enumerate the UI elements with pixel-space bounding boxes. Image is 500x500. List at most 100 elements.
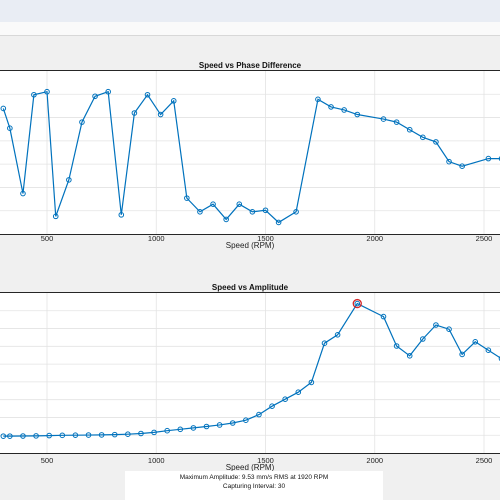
series-line bbox=[3, 302, 500, 437]
capturing-interval-text: Capturing Interval: 30 bbox=[222, 483, 286, 490]
data-point[interactable] bbox=[269, 403, 275, 409]
data-point[interactable] bbox=[190, 425, 197, 431]
data-point[interactable] bbox=[293, 209, 299, 215]
data-point[interactable] bbox=[243, 417, 249, 423]
data-point[interactable] bbox=[354, 300, 361, 307]
data-point[interactable] bbox=[485, 347, 492, 354]
data-point[interactable] bbox=[406, 126, 413, 133]
x-tick-label: 500 bbox=[40, 234, 54, 243]
data-point[interactable] bbox=[275, 219, 282, 226]
figure-toolbar-strip bbox=[0, 35, 500, 63]
data-point[interactable] bbox=[131, 110, 138, 116]
x-tick-label: 2500 bbox=[475, 234, 493, 243]
data-point[interactable] bbox=[118, 212, 125, 218]
data-point[interactable] bbox=[433, 322, 439, 328]
data-point[interactable] bbox=[420, 134, 426, 141]
data-point[interactable] bbox=[184, 195, 190, 201]
data-point[interactable] bbox=[393, 343, 400, 349]
data-point[interactable] bbox=[164, 427, 170, 434]
data-point[interactable] bbox=[229, 420, 236, 426]
x-tick-label: 2000 bbox=[366, 234, 384, 243]
data-point[interactable] bbox=[315, 96, 321, 103]
data-point[interactable] bbox=[144, 91, 151, 98]
phase-x-label: Speed (RPM) bbox=[225, 241, 275, 250]
data-point[interactable] bbox=[498, 356, 500, 361]
data-point[interactable] bbox=[446, 326, 452, 333]
x-tick-label: 1500 bbox=[257, 234, 274, 243]
data-point[interactable] bbox=[7, 433, 13, 439]
data-point[interactable] bbox=[33, 433, 39, 439]
data-point[interactable] bbox=[459, 163, 465, 169]
x-tick-label: 1000 bbox=[147, 456, 165, 465]
data-point[interactable] bbox=[210, 201, 216, 207]
data-point[interactable] bbox=[79, 119, 85, 125]
x-tick-label: 1000 bbox=[147, 234, 165, 243]
data-point[interactable] bbox=[157, 111, 164, 118]
data-point[interactable] bbox=[459, 351, 465, 358]
amplitude-chart-area[interactable] bbox=[0, 292, 500, 454]
data-point[interactable] bbox=[170, 98, 177, 104]
data-point[interactable] bbox=[216, 422, 223, 428]
data-point[interactable] bbox=[262, 207, 269, 214]
x-tick-label: 1500 bbox=[257, 456, 274, 465]
data-point[interactable] bbox=[420, 336, 426, 342]
data-point[interactable] bbox=[341, 107, 347, 113]
phase-chart-area[interactable] bbox=[0, 70, 500, 235]
data-point[interactable] bbox=[111, 431, 118, 438]
data-point[interactable] bbox=[177, 426, 184, 433]
amplitude-chart-svg bbox=[0, 293, 500, 453]
data-point[interactable] bbox=[380, 313, 387, 320]
data-point[interactable] bbox=[59, 432, 66, 439]
data-point[interactable] bbox=[44, 88, 50, 95]
data-point[interactable] bbox=[105, 88, 111, 95]
amplitude-x-label: Speed (RPM) bbox=[225, 463, 275, 472]
data-point[interactable] bbox=[46, 432, 52, 439]
data-point[interactable] bbox=[446, 158, 452, 165]
data-point[interactable] bbox=[92, 93, 98, 100]
toolbar bbox=[0, 22, 500, 35]
data-point[interactable] bbox=[433, 139, 439, 145]
data-point[interactable] bbox=[52, 213, 59, 220]
window-title-bar bbox=[0, 0, 500, 23]
data-point[interactable] bbox=[321, 340, 328, 347]
data-point[interactable] bbox=[334, 332, 341, 338]
data-point[interactable] bbox=[20, 190, 26, 197]
data-point[interactable] bbox=[66, 177, 72, 183]
data-point[interactable] bbox=[393, 119, 400, 125]
data-point[interactable] bbox=[151, 429, 157, 436]
data-point[interactable] bbox=[85, 432, 92, 438]
data-point[interactable] bbox=[472, 339, 479, 345]
data-point[interactable] bbox=[98, 432, 105, 438]
data-point[interactable] bbox=[328, 104, 334, 110]
data-point[interactable] bbox=[125, 431, 131, 437]
data-point[interactable] bbox=[498, 156, 500, 161]
data-point[interactable] bbox=[406, 353, 413, 359]
phase-chart-svg bbox=[0, 71, 500, 234]
data-point[interactable] bbox=[354, 111, 361, 118]
data-point[interactable] bbox=[308, 379, 315, 386]
data-point[interactable] bbox=[256, 411, 262, 418]
data-point[interactable] bbox=[7, 125, 13, 132]
amplitude-chart-title: Speed vs Amplitude bbox=[211, 283, 289, 292]
series-line bbox=[2, 90, 500, 224]
x-tick-label: 2000 bbox=[366, 456, 384, 465]
data-point[interactable] bbox=[20, 433, 26, 439]
data-point[interactable] bbox=[223, 216, 229, 223]
data-point[interactable] bbox=[295, 389, 302, 395]
data-point[interactable] bbox=[0, 433, 7, 439]
phase-chart-title: Speed vs Phase Difference bbox=[198, 61, 302, 70]
data-point[interactable] bbox=[380, 116, 387, 122]
data-point[interactable] bbox=[72, 432, 79, 438]
data-point[interactable] bbox=[31, 91, 37, 98]
data-point[interactable] bbox=[236, 201, 243, 207]
max-amplitude-text: Maximum Amplitude: 9.53 mm/s RMS at 1920… bbox=[179, 474, 329, 481]
max-amplitude-marker[interactable] bbox=[352, 298, 362, 309]
data-point[interactable] bbox=[282, 396, 288, 402]
data-point[interactable] bbox=[485, 155, 492, 162]
data-point[interactable] bbox=[138, 430, 144, 437]
data-point[interactable] bbox=[203, 423, 210, 430]
data-point[interactable] bbox=[249, 209, 256, 215]
data-point[interactable] bbox=[0, 105, 7, 112]
summary-panel: Maximum Amplitude: 9.53 mm/s RMS at 1920… bbox=[125, 471, 383, 500]
data-point[interactable] bbox=[197, 209, 203, 215]
